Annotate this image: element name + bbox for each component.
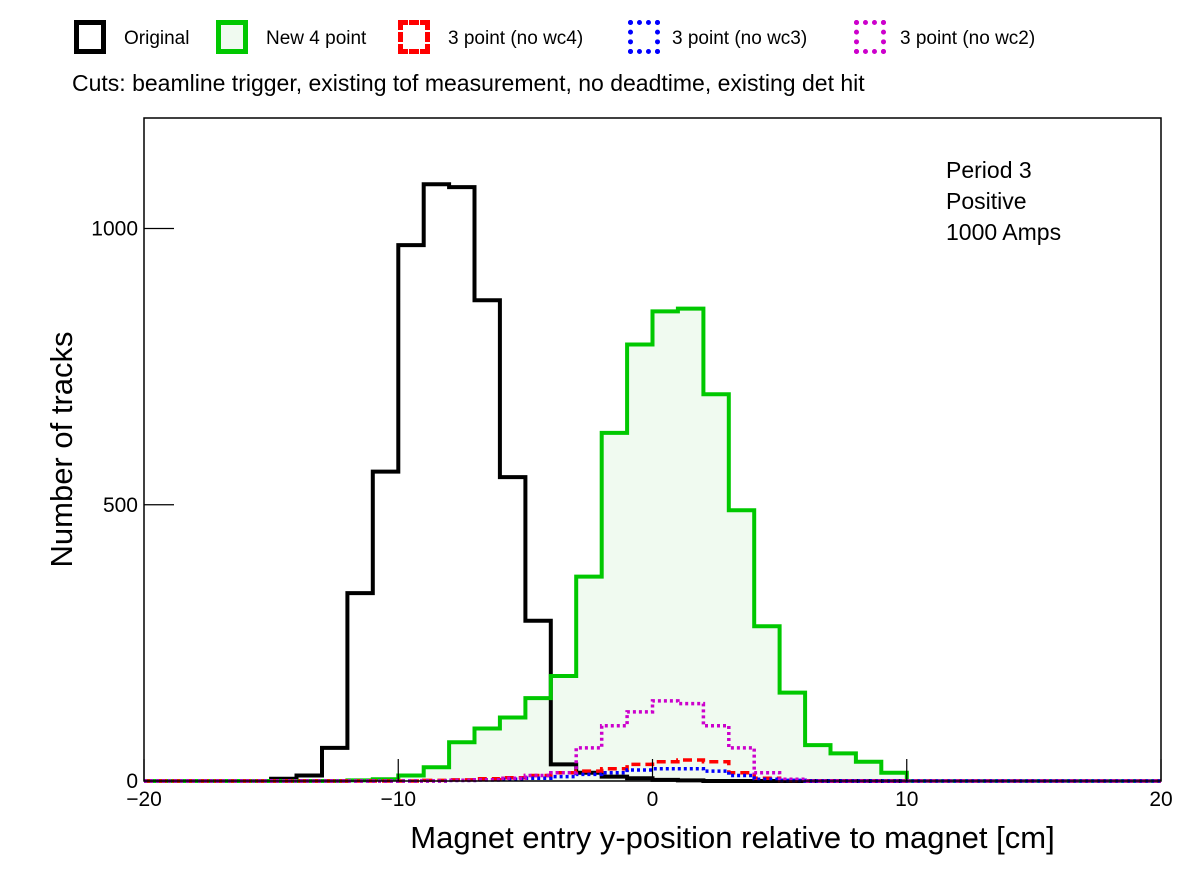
x-tick-label: 0 (647, 788, 659, 811)
cuts-text: Cuts: beamline trigger, existing tof mea… (72, 70, 865, 96)
legend-swatch-original (74, 20, 106, 54)
series-fill-new-4-point (271, 308, 907, 781)
legend-swatch-no-wc2 (854, 20, 886, 54)
x-tick-label: −10 (380, 788, 416, 811)
series-line-3-point-no-wc3 (144, 767, 1161, 783)
y-tick-label: 1000 (91, 218, 138, 241)
series-fills (271, 308, 907, 781)
x-tick-label: 10 (895, 788, 918, 811)
axis-ticks: −20 −10 0 10 20 0 500 1000 (91, 218, 1172, 812)
series-line-3-point-no-wc2 (144, 699, 1161, 783)
x-axis-label: Magnet entry y-position relative to magn… (410, 820, 1054, 855)
legend-swatch-no-wc4 (398, 20, 430, 54)
annotation-line: Period 3 (946, 157, 1032, 183)
legend-label-new-4-point: New 4 point (266, 28, 367, 49)
y-axis-label: Number of tracks (44, 331, 79, 567)
legend-swatch-no-wc3 (628, 20, 660, 54)
annotation-line: 1000 Amps (946, 219, 1061, 245)
legend-swatch-new-4-point (216, 20, 248, 54)
x-tick-label: −20 (126, 788, 162, 811)
legend-label-no-wc4: 3 point (no wc4) (448, 28, 584, 49)
legend-label-no-wc3: 3 point (no wc3) (672, 28, 808, 49)
legend: Original New 4 point 3 point (no wc4) 3 … (0, 0, 1198, 60)
legend-label-original: Original (124, 28, 190, 49)
y-tick-label: 0 (126, 770, 138, 793)
x-tick-label: 20 (1149, 788, 1172, 811)
legend-label-no-wc2: 3 point (no wc2) (900, 28, 1036, 49)
annotation-line: Positive (946, 188, 1027, 214)
y-tick-label: 500 (103, 494, 138, 517)
annotation-block: Period 3 Positive 1000 Amps (946, 157, 1061, 245)
